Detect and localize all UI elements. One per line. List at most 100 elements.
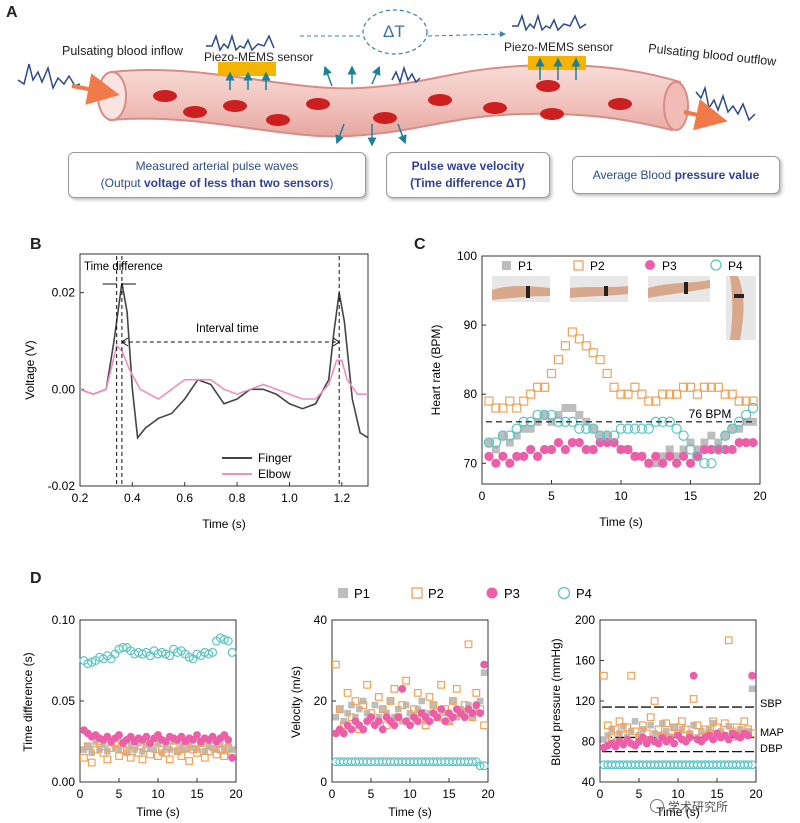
chart-dvel-point-p2 xyxy=(331,660,340,669)
chart-dtd-point-p4 xyxy=(227,647,237,657)
chart-dvel-point-p1 xyxy=(383,709,390,717)
chart-dvel-point-p2 xyxy=(374,693,383,701)
chart-c-point-p1 xyxy=(498,431,507,440)
chart-b-xtick-label: 0.4 xyxy=(124,491,141,505)
chart-dvel-point-p1 xyxy=(476,697,484,705)
chart-dtd-point-p2 xyxy=(220,752,229,760)
chart-c-point-p3 xyxy=(588,444,598,455)
chart-dvel-point-p2 xyxy=(363,680,372,689)
chart-dbp-point-p3 xyxy=(670,739,678,748)
chart-b-xtick-label: 0.6 xyxy=(176,491,193,505)
chart-dbp-point-p1 xyxy=(686,730,693,737)
chart-c-point-p3 xyxy=(692,451,703,461)
chart-dtd-point-p1 xyxy=(150,746,158,753)
box2-line2-text: (Time difference ΔT) xyxy=(410,176,526,190)
chart-c-point-p2 xyxy=(539,382,550,392)
chart-dtd-point-p2 xyxy=(99,748,108,757)
chart-c-ylabel: Heart rate (BPM) xyxy=(429,325,443,416)
chart-dvel-point-p1 xyxy=(402,701,410,709)
chart-b-frame xyxy=(79,253,369,487)
chart-c-point-p4 xyxy=(504,430,516,441)
chart-dtd-point-p3 xyxy=(115,731,123,739)
chart-dbp-xtick-label: 0 xyxy=(597,787,604,801)
chart-dbp-map-label: MAP xyxy=(760,727,784,739)
chart-d-legend-p2: P2 xyxy=(428,586,444,601)
chart-c-point-p4 xyxy=(581,423,592,434)
chart-dvel-xtick-label: 10 xyxy=(403,787,417,801)
chart-dbp-point-p1 xyxy=(663,728,670,735)
chart-dvel-ytick-label: 40 xyxy=(314,613,328,627)
box-pulse-velocity: Pulse wave velocity (Time difference ΔT) xyxy=(386,152,550,198)
chart-dvel-point-p2 xyxy=(472,688,481,697)
chart-c-point-p3 xyxy=(526,444,536,455)
chart-b-legend-elbow: Elbow xyxy=(258,467,291,481)
box2-line1-bold: velocity xyxy=(479,159,525,173)
chart-c-point-p3 xyxy=(505,458,515,468)
chart-dtd-point-p1 xyxy=(80,746,88,753)
chart-dbp-point-p1 xyxy=(647,722,654,729)
chart-dtd-point-p1 xyxy=(209,744,216,752)
chart-dtd-xtick-label: 15 xyxy=(190,787,204,801)
chart-c-ytick-label: 80 xyxy=(464,387,478,401)
chart-dbp-point-p1 xyxy=(737,726,744,733)
chart-c-point-p2 xyxy=(526,389,536,399)
chart-c-point-p2 xyxy=(581,341,591,351)
chart-dbp-ytick-label: 160 xyxy=(575,654,595,668)
box2-line1-pre: Pulse wave xyxy=(411,159,480,173)
chart-dbp-point-p2 xyxy=(740,717,749,726)
chart-c-point-p1 xyxy=(519,424,528,433)
chart-dvel-point-p2 xyxy=(429,701,438,709)
chart-c-legend-p1: P1 xyxy=(518,259,533,273)
chart-c-point-p3 xyxy=(741,437,751,448)
chart-dvel-point-p3 xyxy=(406,721,414,730)
chart-b-ylabel: Voltage (V) xyxy=(23,340,37,399)
vessel-inlet xyxy=(97,71,127,121)
chart-c-point-p3 xyxy=(630,451,640,461)
chart-dtd-ytick-label: 0.05 xyxy=(52,694,76,708)
chart-dvel-point-p3 xyxy=(441,717,449,726)
chart-c-point-p1 xyxy=(672,452,681,461)
chart-c-point-p3 xyxy=(567,437,577,448)
chart-dvel-point-p1 xyxy=(379,705,386,713)
chart-dtd-point-p2 xyxy=(79,753,88,762)
chart-dtd-point-p1 xyxy=(84,743,92,750)
chart-dvel-point-p1 xyxy=(480,669,488,676)
chart-b-xtick-label: 1.0 xyxy=(281,491,298,505)
chart-c-point-p3 xyxy=(644,458,654,468)
chart-c-point-p4 xyxy=(483,437,495,448)
box1-line2-pre: (Output xyxy=(100,176,144,190)
chart-dtd-point-p2 xyxy=(138,755,147,764)
chart-dbp-point-p1 xyxy=(604,732,612,739)
chart-dbp-dbp-label: DBP xyxy=(760,743,783,755)
chart-c-reference-label: 76 BPM xyxy=(689,407,732,421)
chart-dbp-ylabel: Blood pressure (mmHg) xyxy=(549,638,563,765)
chart-dtd-point-p1 xyxy=(189,744,197,752)
chart-c-point-p4 xyxy=(497,430,509,441)
chart-dbp-point-p1 xyxy=(709,719,717,727)
vessel-outlet xyxy=(663,81,689,131)
chart-c-point-p1 xyxy=(665,445,674,454)
chart-dtd-point-p4 xyxy=(165,651,175,661)
chart-b-xtick-label: 0.8 xyxy=(229,491,246,505)
chart-c-point-p4 xyxy=(643,423,654,434)
chart-c-point-p1 xyxy=(512,431,521,440)
box3-line: Average Blood pressure value xyxy=(573,167,779,184)
chart-dtd-point-p4 xyxy=(157,647,167,657)
box3-bold: pressure value xyxy=(674,167,760,182)
chart-dbp-point-p1 xyxy=(651,730,658,737)
chart-dtd-point-p2 xyxy=(87,758,96,767)
chart-dvel-point-p3 xyxy=(437,705,446,713)
chart-dtd-point-p2 xyxy=(204,747,213,756)
chart-c-point-p3 xyxy=(748,437,758,448)
chart-d-time-difference: 0.10 0.05 0.000 5 10 15 20 Time difference (s)… xyxy=(21,613,243,819)
chart-dtd-point-p4 xyxy=(118,643,128,653)
chart-dtd-point-p2 xyxy=(173,747,182,756)
chart-c-point-p1 xyxy=(589,424,598,433)
chart-c-point-p2 xyxy=(651,396,661,406)
chart-dtd-point-p2 xyxy=(134,748,143,757)
chart-c-point-p4 xyxy=(699,458,710,469)
chart-b-interval-arrowhead-left xyxy=(120,337,129,347)
chart-dtd-point-p4 xyxy=(184,652,194,662)
chart-dvel-point-p1 xyxy=(457,705,464,713)
chart-c-legend-p2: P2 xyxy=(590,259,605,273)
